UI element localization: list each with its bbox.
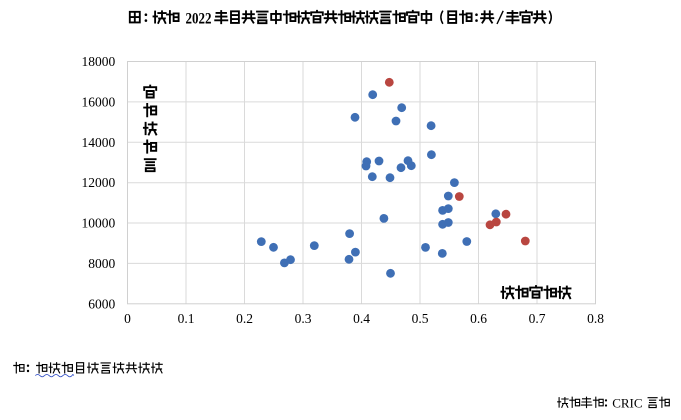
svg-text:0.1: 0.1 xyxy=(178,311,195,326)
svg-text:0.8: 0.8 xyxy=(587,311,604,326)
svg-text:12000: 12000 xyxy=(81,175,115,190)
svg-text:18000: 18000 xyxy=(81,54,115,69)
svg-text:CRIC: CRIC xyxy=(612,395,642,410)
svg-text:0: 0 xyxy=(124,311,131,326)
svg-text:0.2: 0.2 xyxy=(236,311,253,326)
svg-text:2022: 2022 xyxy=(186,11,212,28)
svg-text:14000: 14000 xyxy=(81,135,115,150)
svg-text:8000: 8000 xyxy=(88,256,115,271)
svg-text:10000: 10000 xyxy=(81,216,115,231)
svg-text:0.5: 0.5 xyxy=(412,311,429,326)
svg-text:0.4: 0.4 xyxy=(353,311,370,326)
svg-text:0.3: 0.3 xyxy=(295,311,312,326)
svg-text:0.7: 0.7 xyxy=(529,311,546,326)
svg-text:16000: 16000 xyxy=(81,95,115,110)
svg-text:6000: 6000 xyxy=(88,296,115,311)
svg-text:0.6: 0.6 xyxy=(470,311,487,326)
